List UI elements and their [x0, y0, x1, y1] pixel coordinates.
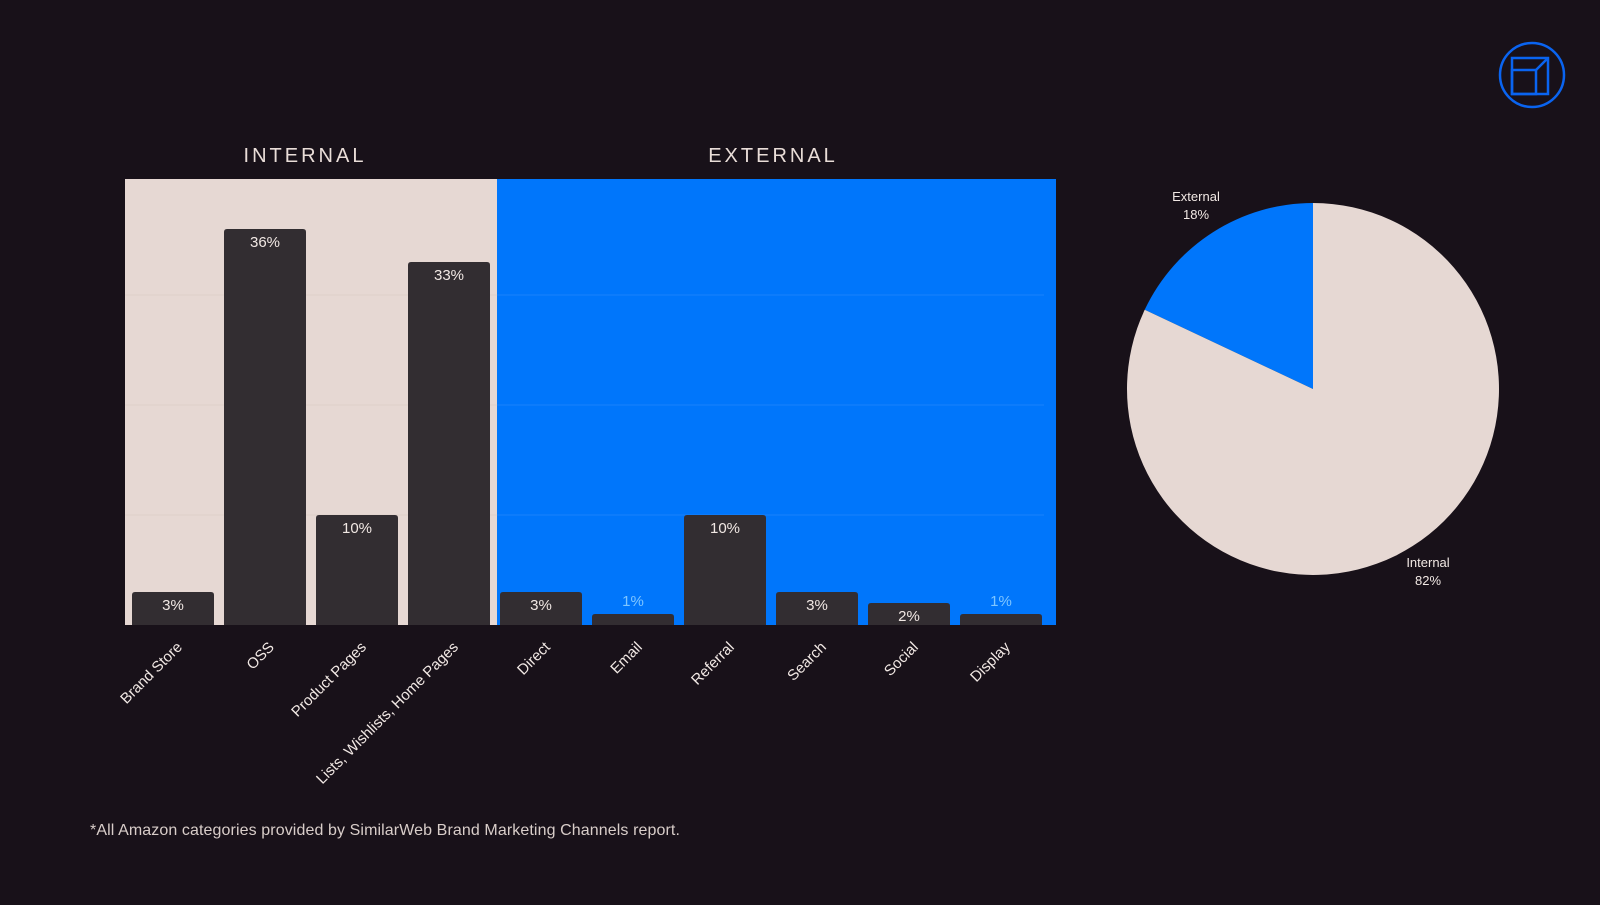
bar — [132, 592, 214, 625]
value-label: 3% — [530, 597, 552, 614]
category-label: Display — [967, 638, 1014, 685]
pie-value-internal: 82% — [1415, 573, 1441, 588]
bar — [776, 592, 858, 625]
category-label: Brand Store — [117, 639, 186, 708]
category-label: Direct — [514, 638, 554, 678]
cube-edge — [1535, 57, 1549, 71]
external-panel — [497, 179, 1056, 625]
bar — [316, 515, 398, 625]
pie-label-internal: Internal — [1406, 555, 1449, 570]
bar — [684, 515, 766, 625]
bar — [592, 614, 674, 625]
value-label: 3% — [162, 597, 184, 614]
value-label: 10% — [710, 520, 740, 537]
cube-inner-face — [1510, 68, 1538, 96]
category-label: Email — [607, 639, 646, 678]
bar — [960, 614, 1042, 625]
value-label: 3% — [806, 597, 828, 614]
footnote: *All Amazon categories provided by Simil… — [90, 822, 681, 839]
pie-slice — [1144, 203, 1313, 389]
internal-title: INTERNAL — [244, 145, 367, 167]
bar — [868, 603, 950, 625]
pie-value-external: 18% — [1183, 207, 1209, 222]
value-label: 2% — [898, 608, 920, 625]
value-label: 1% — [622, 593, 644, 610]
pie-label-external: External — [1172, 189, 1220, 204]
category-label: Referral — [688, 639, 738, 689]
bar — [224, 229, 306, 625]
cube-outline-icon — [1498, 41, 1566, 109]
bar — [408, 262, 490, 625]
category-label: OSS — [243, 639, 277, 673]
value-label: 10% — [342, 520, 372, 537]
pie-slice — [1127, 203, 1499, 575]
value-label: 1% — [990, 593, 1012, 610]
bar — [500, 592, 582, 625]
category-label: Search — [784, 639, 830, 685]
category-label: Social — [881, 639, 922, 680]
category-label: Product Pages — [288, 639, 370, 721]
value-label: 33% — [434, 267, 464, 284]
external-title: EXTERNAL — [708, 145, 838, 167]
value-label: 36% — [250, 234, 280, 251]
